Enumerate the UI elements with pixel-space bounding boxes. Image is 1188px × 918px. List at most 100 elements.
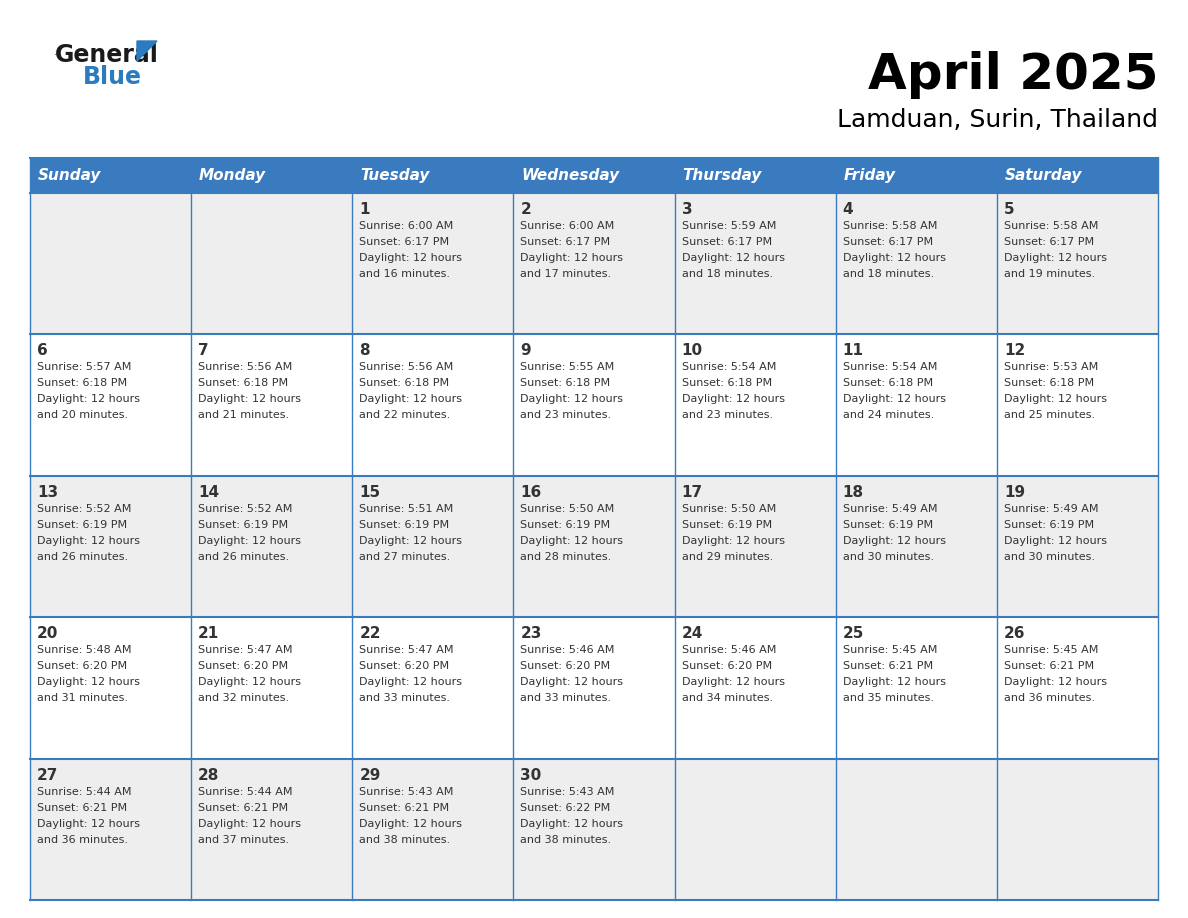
Text: Sunset: 6:17 PM: Sunset: 6:17 PM — [682, 237, 772, 247]
Text: and 30 minutes.: and 30 minutes. — [1004, 552, 1095, 562]
Bar — [513, 193, 675, 334]
Text: Sunrise: 5:44 AM: Sunrise: 5:44 AM — [37, 787, 132, 797]
Text: Sunset: 6:18 PM: Sunset: 6:18 PM — [842, 378, 933, 388]
Text: and 29 minutes.: and 29 minutes. — [682, 552, 773, 562]
Text: Sunday: Sunday — [38, 168, 101, 183]
Text: 3: 3 — [682, 202, 693, 217]
Bar — [513, 617, 675, 758]
Text: Sunrise: 5:50 AM: Sunrise: 5:50 AM — [520, 504, 614, 514]
Text: Blue: Blue — [83, 65, 143, 89]
Text: Sunrise: 5:46 AM: Sunrise: 5:46 AM — [682, 645, 776, 655]
Bar — [675, 476, 835, 617]
Text: Daylight: 12 hours: Daylight: 12 hours — [1004, 677, 1107, 688]
Text: 7: 7 — [198, 343, 209, 358]
Text: Daylight: 12 hours: Daylight: 12 hours — [198, 677, 301, 688]
Text: and 17 minutes.: and 17 minutes. — [520, 269, 612, 279]
Text: Sunset: 6:17 PM: Sunset: 6:17 PM — [1004, 237, 1094, 247]
Text: Daylight: 12 hours: Daylight: 12 hours — [359, 677, 462, 688]
Text: Sunrise: 5:47 AM: Sunrise: 5:47 AM — [198, 645, 292, 655]
Bar — [997, 758, 1158, 900]
Text: Daylight: 12 hours: Daylight: 12 hours — [520, 253, 624, 263]
Text: 30: 30 — [520, 767, 542, 783]
Text: Sunrise: 5:57 AM: Sunrise: 5:57 AM — [37, 363, 132, 373]
Text: 5: 5 — [1004, 202, 1015, 217]
Text: Saturday: Saturday — [1005, 168, 1082, 183]
Text: and 32 minutes.: and 32 minutes. — [198, 693, 289, 703]
Text: Sunset: 6:20 PM: Sunset: 6:20 PM — [37, 661, 127, 671]
Text: and 34 minutes.: and 34 minutes. — [682, 693, 772, 703]
Text: 19: 19 — [1004, 485, 1025, 499]
Text: Sunset: 6:19 PM: Sunset: 6:19 PM — [359, 520, 449, 530]
Bar — [191, 476, 353, 617]
Text: and 31 minutes.: and 31 minutes. — [37, 693, 128, 703]
Text: Sunset: 6:18 PM: Sunset: 6:18 PM — [359, 378, 449, 388]
Bar — [513, 476, 675, 617]
Text: and 37 minutes.: and 37 minutes. — [198, 834, 289, 845]
Text: Daylight: 12 hours: Daylight: 12 hours — [520, 819, 624, 829]
Text: and 21 minutes.: and 21 minutes. — [198, 410, 289, 420]
Text: Sunset: 6:19 PM: Sunset: 6:19 PM — [520, 520, 611, 530]
Text: 20: 20 — [37, 626, 58, 641]
Text: and 24 minutes.: and 24 minutes. — [842, 410, 934, 420]
Bar — [30, 476, 191, 617]
Text: Sunrise: 5:56 AM: Sunrise: 5:56 AM — [198, 363, 292, 373]
Bar — [997, 193, 1158, 334]
Text: Daylight: 12 hours: Daylight: 12 hours — [682, 677, 784, 688]
Text: Sunset: 6:19 PM: Sunset: 6:19 PM — [37, 520, 127, 530]
Text: Sunset: 6:19 PM: Sunset: 6:19 PM — [1004, 520, 1094, 530]
Bar — [835, 758, 997, 900]
Bar — [513, 758, 675, 900]
Bar — [30, 193, 191, 334]
Text: Daylight: 12 hours: Daylight: 12 hours — [842, 536, 946, 546]
Bar — [835, 334, 997, 476]
Text: Sunset: 6:20 PM: Sunset: 6:20 PM — [198, 661, 289, 671]
Text: Sunrise: 5:45 AM: Sunrise: 5:45 AM — [1004, 645, 1098, 655]
Text: 28: 28 — [198, 767, 220, 783]
Bar — [835, 476, 997, 617]
Text: 9: 9 — [520, 343, 531, 358]
Text: and 36 minutes.: and 36 minutes. — [37, 834, 128, 845]
Text: Daylight: 12 hours: Daylight: 12 hours — [842, 253, 946, 263]
Text: 25: 25 — [842, 626, 864, 641]
Text: Daylight: 12 hours: Daylight: 12 hours — [359, 819, 462, 829]
Text: and 16 minutes.: and 16 minutes. — [359, 269, 450, 279]
Text: 24: 24 — [682, 626, 703, 641]
Bar — [353, 758, 513, 900]
Bar — [30, 334, 191, 476]
Bar — [675, 158, 835, 193]
Text: Sunset: 6:21 PM: Sunset: 6:21 PM — [359, 802, 449, 812]
Text: Daylight: 12 hours: Daylight: 12 hours — [359, 253, 462, 263]
Text: Daylight: 12 hours: Daylight: 12 hours — [37, 819, 140, 829]
Text: Sunset: 6:20 PM: Sunset: 6:20 PM — [359, 661, 449, 671]
Text: and 23 minutes.: and 23 minutes. — [520, 410, 612, 420]
Text: Sunset: 6:19 PM: Sunset: 6:19 PM — [198, 520, 289, 530]
Bar — [191, 334, 353, 476]
Text: Daylight: 12 hours: Daylight: 12 hours — [842, 395, 946, 405]
Text: Sunrise: 5:55 AM: Sunrise: 5:55 AM — [520, 363, 614, 373]
Text: Thursday: Thursday — [683, 168, 762, 183]
Bar — [30, 158, 191, 193]
Bar — [353, 476, 513, 617]
Text: #1a1a1a: #1a1a1a — [55, 54, 62, 55]
Text: and 18 minutes.: and 18 minutes. — [682, 269, 772, 279]
Text: 18: 18 — [842, 485, 864, 499]
Bar — [835, 617, 997, 758]
Bar — [997, 334, 1158, 476]
Text: Daylight: 12 hours: Daylight: 12 hours — [359, 395, 462, 405]
Text: Sunrise: 5:52 AM: Sunrise: 5:52 AM — [198, 504, 292, 514]
Bar — [997, 476, 1158, 617]
Text: 22: 22 — [359, 626, 381, 641]
Text: 27: 27 — [37, 767, 58, 783]
Text: Sunset: 6:18 PM: Sunset: 6:18 PM — [198, 378, 289, 388]
Bar — [675, 193, 835, 334]
Text: Sunrise: 5:52 AM: Sunrise: 5:52 AM — [37, 504, 132, 514]
Text: Wednesday: Wednesday — [522, 168, 620, 183]
Bar — [30, 617, 191, 758]
Text: and 36 minutes.: and 36 minutes. — [1004, 693, 1095, 703]
Bar — [835, 193, 997, 334]
Bar — [997, 617, 1158, 758]
Text: 29: 29 — [359, 767, 380, 783]
Text: Sunrise: 5:51 AM: Sunrise: 5:51 AM — [359, 504, 454, 514]
Text: Sunrise: 5:49 AM: Sunrise: 5:49 AM — [842, 504, 937, 514]
Text: Daylight: 12 hours: Daylight: 12 hours — [1004, 536, 1107, 546]
